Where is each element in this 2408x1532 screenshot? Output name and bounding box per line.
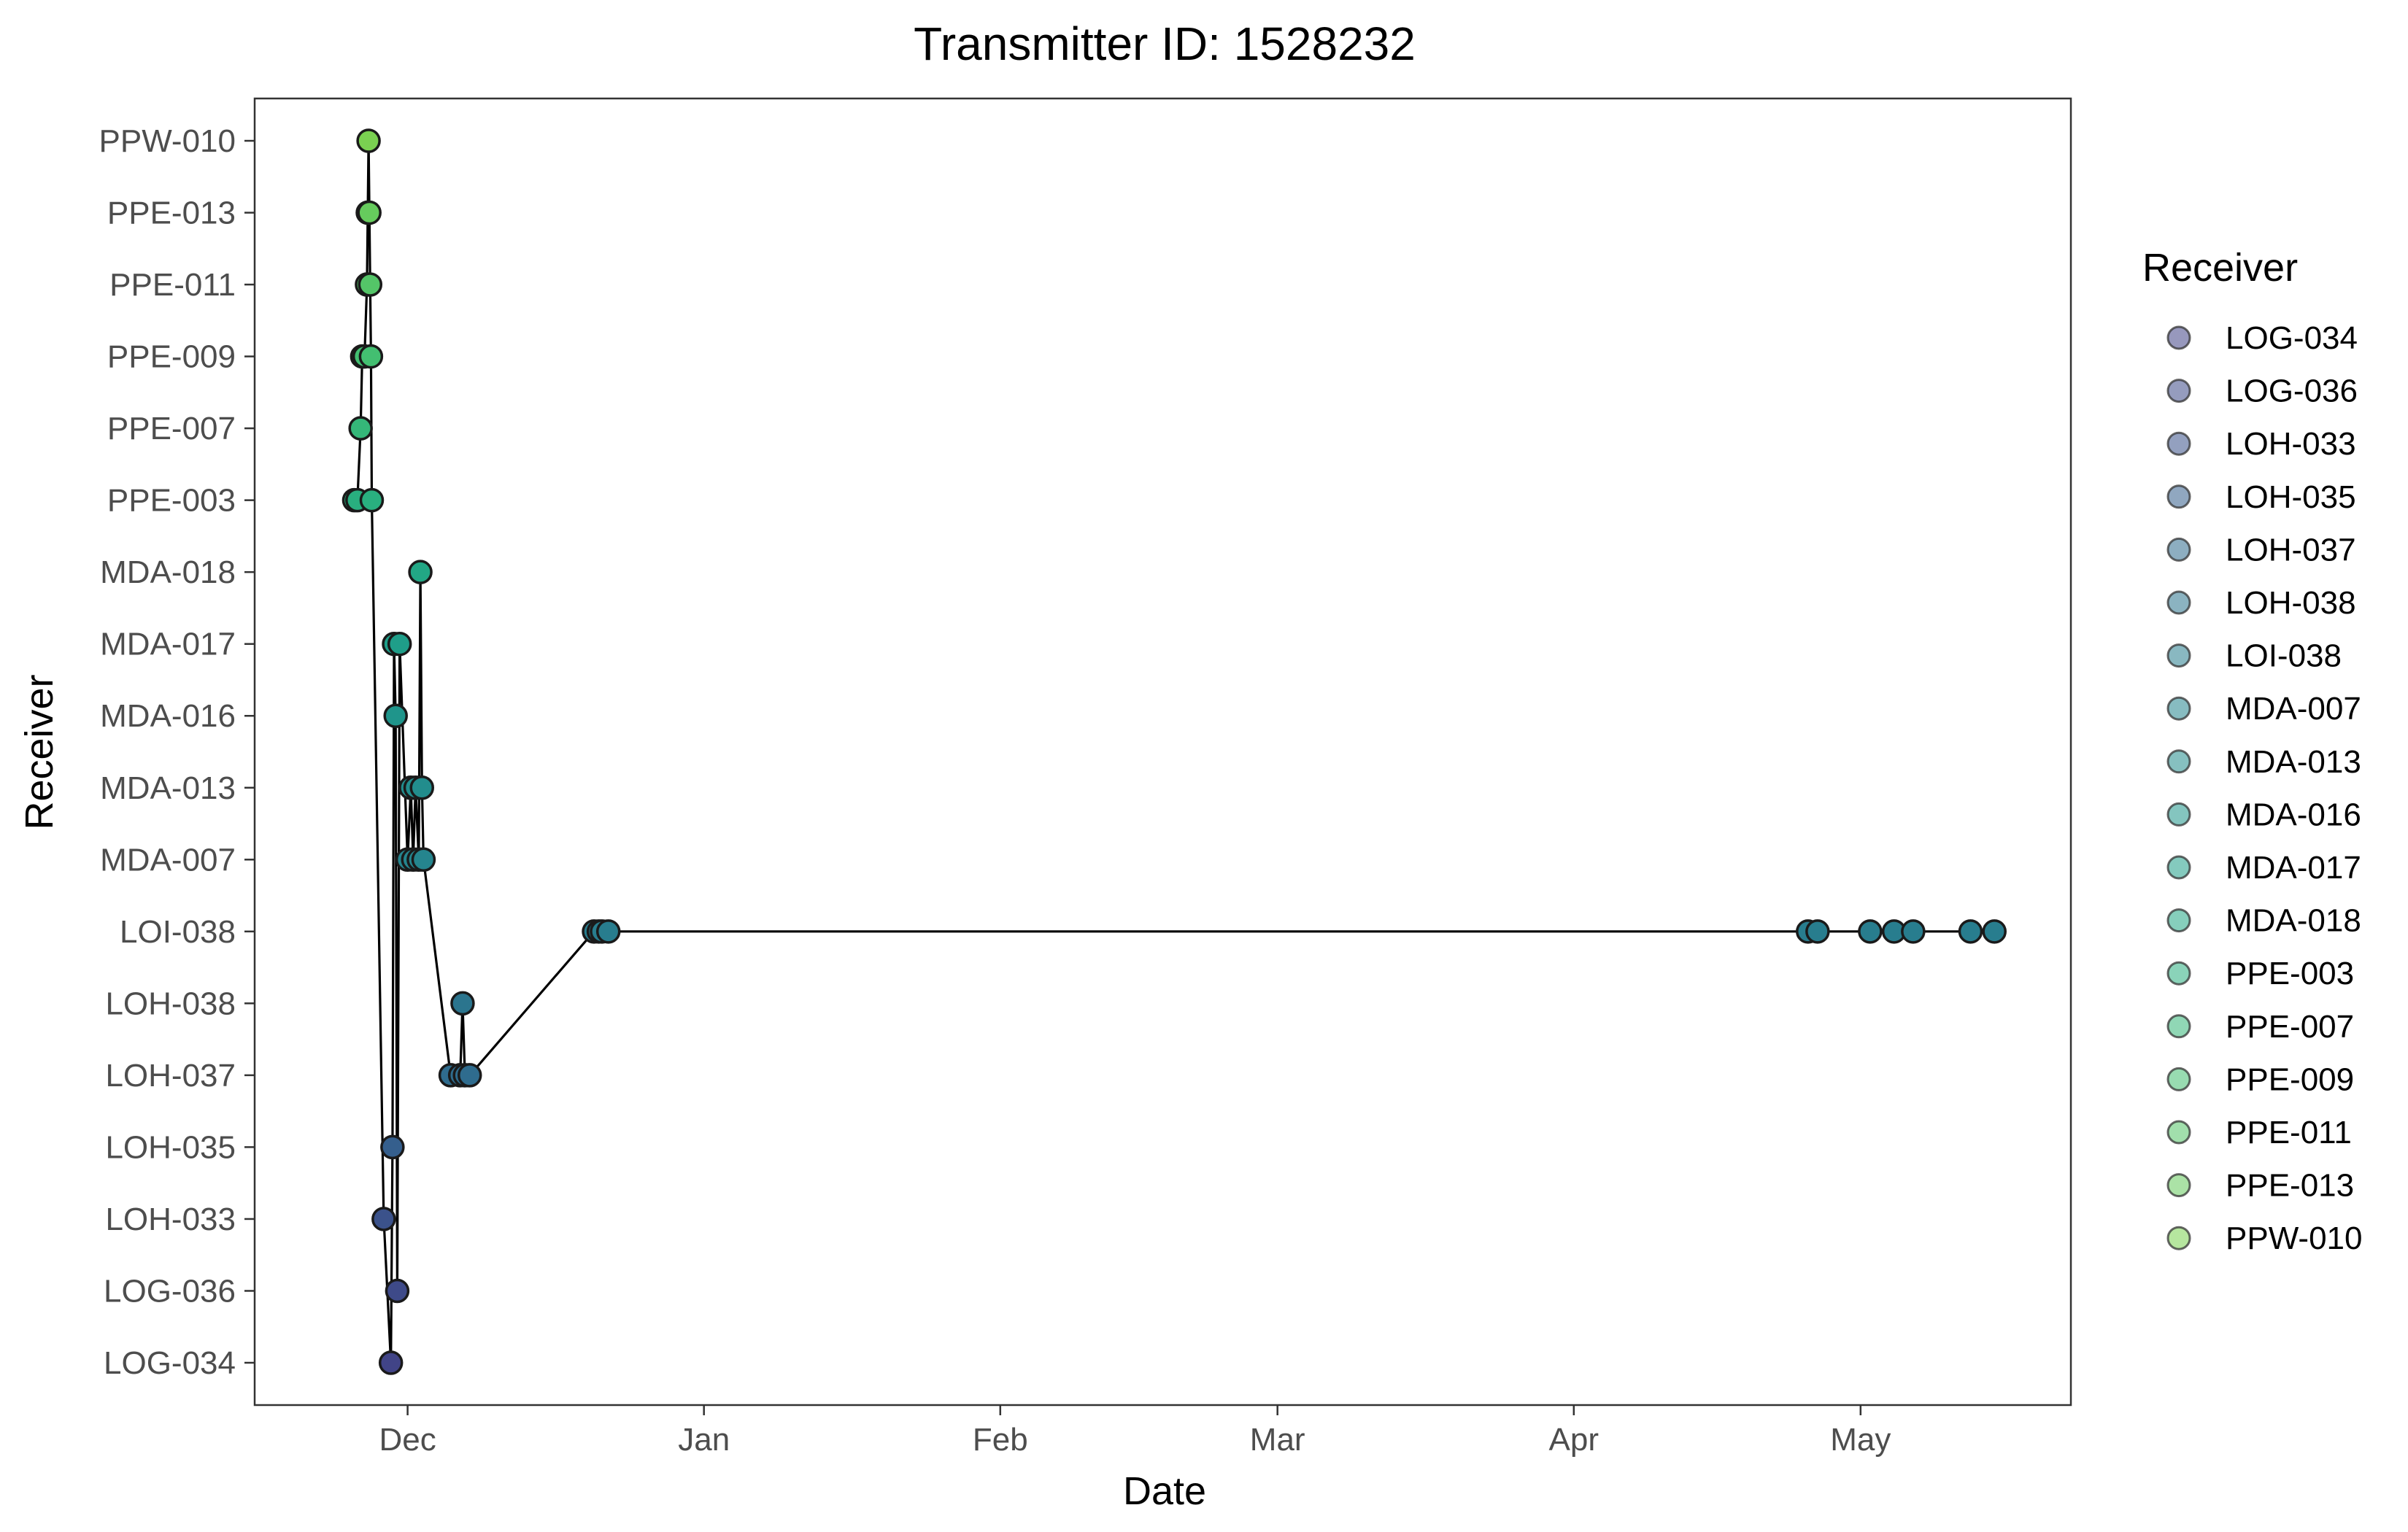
- detection-point-loi-038-41: [1958, 919, 1983, 944]
- legend-label-loh-038: LOH-038: [2226, 585, 2356, 621]
- detection-point-loh-038-29: [450, 991, 475, 1016]
- legend-label-loh-033: LOH-033: [2226, 426, 2356, 462]
- detection-point-ppe-011-9: [358, 272, 383, 297]
- y-axis-title: Receiver: [18, 674, 61, 829]
- detection-point-loi-038-42: [1982, 919, 2007, 944]
- legend-label-mda-007: MDA-007: [2226, 691, 2361, 727]
- legend-key-ppe-007: [2166, 1014, 2191, 1039]
- legend-label-ppe-003: PPE-003: [2226, 956, 2354, 991]
- detection-point-mda-017-18: [387, 631, 412, 657]
- y-tick-label-loh-037: LOH-037: [105, 1058, 236, 1094]
- x-tick-label-feb: Feb: [973, 1422, 1028, 1458]
- y-tick-label-log-034: LOG-034: [104, 1345, 236, 1381]
- detection-point-loi-038-38: [1858, 919, 1883, 944]
- detection-point-ppe-009-10: [358, 344, 384, 369]
- legend-label-mda-017: MDA-017: [2226, 850, 2361, 886]
- legend-label-log-034: LOG-034: [2226, 320, 2358, 356]
- detection-point-loh-033-12: [371, 1207, 396, 1231]
- legend-label-ppe-009: PPE-009: [2226, 1061, 2354, 1097]
- legend-label-loh-035: LOH-035: [2226, 479, 2356, 515]
- legend-key-loh-038: [2166, 590, 2191, 615]
- detection-point-loi-038-37: [1805, 919, 1830, 944]
- legend-label-log-036: LOG-036: [2226, 374, 2358, 409]
- detection-points: [341, 128, 2007, 1375]
- detection-point-ppw-010-7: [356, 128, 381, 153]
- legend-key-loh-037: [2166, 537, 2191, 562]
- y-axis: LOG-034 LOG-036 LOH-033 LOH-035 LOH-037 LOH-0…: [99, 123, 255, 1381]
- legend-key-mda-018: [2166, 908, 2191, 933]
- detection-point-loi-038-40: [1901, 919, 1926, 944]
- detection-point-loh-035-14: [380, 1134, 405, 1160]
- legend-label-mda-016: MDA-016: [2226, 797, 2361, 832]
- legend-key-mda-017: [2166, 855, 2191, 880]
- y-tick-label-log-036: LOG-036: [104, 1273, 236, 1309]
- y-tick-label-ppe-009: PPE-009: [107, 339, 236, 375]
- detection-point-mda-018-24: [408, 560, 433, 584]
- legend-key-log-036: [2166, 379, 2191, 403]
- y-tick-label-mda-017: MDA-017: [100, 627, 236, 662]
- y-tick-label-ppe-003: PPE-003: [107, 483, 236, 519]
- legend-key-ppe-009: [2166, 1067, 2191, 1091]
- legend: Receiver LOG-034 LOG-036 LOH-033 LOH-035 LOH…: [2142, 246, 2363, 1256]
- y-tick-label-mda-016: MDA-016: [100, 698, 236, 734]
- legend-key-loi-038: [2166, 643, 2191, 668]
- legend-title: Receiver: [2142, 246, 2298, 290]
- y-tick-label-loh-033: LOH-033: [105, 1202, 236, 1237]
- legend-label-loi-038: LOI-038: [2226, 638, 2342, 674]
- legend-label-mda-018: MDA-018: [2226, 903, 2361, 939]
- x-tick-label-dec: Dec: [379, 1422, 436, 1458]
- legend-label-ppe-011: PPE-011: [2226, 1115, 2352, 1150]
- legend-label-ppw-010: PPW-010: [2226, 1220, 2363, 1256]
- detection-point-ppe-003-11: [359, 487, 385, 513]
- legend-key-ppe-011: [2166, 1120, 2191, 1145]
- detection-point-mda-013-25: [409, 775, 434, 800]
- x-axis-title: Date: [1123, 1469, 1206, 1513]
- legend-key-ppe-013: [2166, 1173, 2191, 1198]
- y-tick-label-loh-035: LOH-035: [105, 1129, 236, 1165]
- y-tick-label-ppe-011: PPE-011: [109, 267, 236, 303]
- y-tick-label-loi-038: LOI-038: [120, 914, 236, 950]
- y-tick-label-mda-018: MDA-018: [100, 554, 236, 590]
- legend-label-loh-037: LOH-037: [2226, 532, 2356, 568]
- legend-key-loh-033: [2166, 431, 2191, 456]
- x-tick-label-may: May: [1830, 1422, 1891, 1458]
- legend-key-loh-035: [2166, 484, 2191, 509]
- legend-key-mda-016: [2166, 802, 2191, 827]
- plot-panel: [253, 97, 2072, 1407]
- y-tick-label-ppe-007: PPE-007: [107, 411, 236, 446]
- y-tick-label-mda-013: MDA-013: [100, 770, 236, 806]
- legend-label-ppe-013: PPE-013: [2226, 1168, 2354, 1204]
- legend-key-ppw-010: [2166, 1226, 2191, 1250]
- detection-point-loi-038-35: [595, 919, 621, 944]
- x-tick-label-mar: Mar: [1250, 1422, 1305, 1458]
- x-tick-label-apr: Apr: [1549, 1422, 1599, 1458]
- y-tick-label-ppw-010: PPW-010: [99, 123, 236, 159]
- detection-point-ppe-007-2: [348, 416, 373, 441]
- detection-point-ppe-013-8: [357, 200, 382, 225]
- x-axis: Dec Jan Feb Mar Apr May: [379, 1405, 1891, 1458]
- detection-point-log-036-17: [385, 1278, 410, 1304]
- detection-point-mda-007-26: [411, 847, 436, 873]
- y-tick-label-ppe-013: PPE-013: [107, 196, 236, 231]
- legend-key-ppe-003: [2166, 961, 2191, 986]
- legend-label-mda-013: MDA-013: [2226, 744, 2361, 780]
- legend-key-mda-013: [2166, 749, 2191, 774]
- detection-point-loh-037-31: [458, 1063, 482, 1088]
- y-tick-label-loh-038: LOH-038: [105, 986, 236, 1021]
- chart-title: Transmitter ID: 1528232: [914, 18, 1416, 70]
- detection-point-mda-016-16: [383, 703, 408, 728]
- y-tick-label-mda-007: MDA-007: [100, 842, 236, 878]
- legend-key-mda-007: [2166, 696, 2191, 721]
- detection-point-log-034-13: [378, 1350, 404, 1375]
- legend-label-ppe-007: PPE-007: [2226, 1009, 2354, 1045]
- x-tick-label-jan: Jan: [678, 1422, 730, 1458]
- legend-key-log-034: [2166, 325, 2191, 350]
